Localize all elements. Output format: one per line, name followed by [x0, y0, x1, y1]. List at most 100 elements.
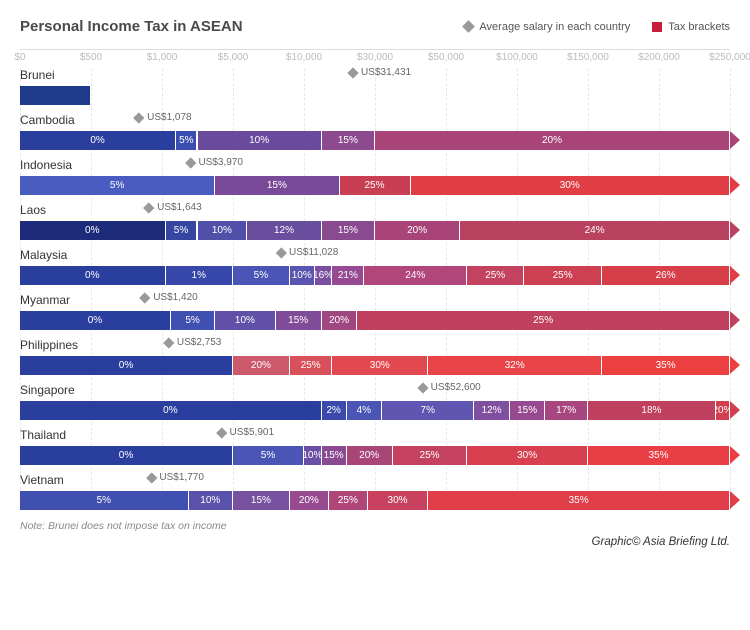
legend-avg-label: Average salary in each country: [479, 21, 630, 33]
axis-tick-label: $500: [80, 52, 102, 63]
arrow-icon: [730, 446, 740, 464]
axis-tick-label: $250,000: [709, 52, 750, 63]
country-row: PhilippinesUS$2,7530%20%25%30%32%35%: [20, 338, 730, 375]
axis-tick-label: $150,000: [567, 52, 609, 63]
axis-tick-label: $5,000: [218, 52, 249, 63]
bracket-segment: 25%: [329, 491, 368, 510]
arrow-icon: [730, 356, 740, 374]
bracket-segment: 32%: [428, 356, 602, 375]
bracket-segment: 35%: [602, 356, 730, 375]
bracket-segment: 25%: [467, 266, 524, 285]
bracket-segment: 4%: [347, 401, 383, 420]
axis-tick-label: $30,000: [357, 52, 393, 63]
bracket-segment: 12%: [474, 401, 510, 420]
bracket-segment: 1%: [166, 266, 233, 285]
bracket-segment: 30%: [411, 176, 731, 195]
bracket-segment: 0%: [20, 266, 166, 285]
bracket-segment: 20%: [375, 221, 460, 240]
bracket-segment: 35%: [588, 446, 730, 465]
bracket-bar: 0%5%10%15%20%25%30%35%: [20, 446, 730, 465]
bracket-bar: 0%5%10%15%20%25%: [20, 311, 730, 330]
diamond-icon: [163, 337, 174, 348]
bracket-segment: [20, 86, 91, 105]
bracket-segment: 2%: [322, 401, 347, 420]
bracket-segment: 24%: [364, 266, 467, 285]
salary-label: US$2,753: [177, 337, 221, 348]
salary-label: US$5,901: [230, 427, 274, 438]
chart-header: Personal Income Tax in ASEAN Average sal…: [20, 18, 730, 35]
diamond-icon: [463, 20, 476, 33]
country-row: CambodiaUS$1,0780%5%10%15%20%: [20, 113, 730, 150]
bracket-segment: 25%: [357, 311, 730, 330]
bracket-segment: 5%: [171, 311, 215, 330]
bracket-bar: 5%15%25%30%: [20, 176, 730, 195]
bracket-segment: 20%: [322, 311, 358, 330]
bracket-segment: 0%: [20, 221, 166, 240]
bracket-segment: 15%: [510, 401, 546, 420]
country-name: Brunei: [20, 68, 55, 82]
salary-marker: US$1,420: [141, 292, 197, 303]
bracket-segment: 25%: [393, 446, 468, 465]
bracket-segment: 30%: [332, 356, 428, 375]
bracket-bar: 0%20%25%30%32%35%: [20, 356, 730, 375]
tax-swatch: [652, 22, 662, 32]
salary-marker: US$1,643: [145, 202, 201, 213]
bracket-segment: 5%: [176, 131, 197, 150]
bracket-segment: 10%: [189, 491, 233, 510]
diamond-icon: [146, 472, 157, 483]
bracket-segment: 15%: [215, 176, 339, 195]
axis-tick-label: $50,000: [428, 52, 464, 63]
bracket-segment: 0%: [20, 401, 322, 420]
bracket-segment: 30%: [467, 446, 588, 465]
bracket-bar: 0%5%10%12%15%20%24%: [20, 221, 730, 240]
bracket-segment: 0%: [20, 356, 233, 375]
bracket-segment: 12%: [247, 221, 322, 240]
axis-tick-label: $100,000: [496, 52, 538, 63]
salary-marker: US$11,028: [277, 247, 338, 258]
bracket-segment: 16%: [315, 266, 333, 285]
bracket-segment: 21%: [332, 266, 364, 285]
country-name: Philippines: [20, 338, 78, 352]
plot-area: $0$500$1,000$5,000$10,000$30,000$50,000$…: [20, 49, 730, 510]
country-name: Myanmar: [20, 293, 70, 307]
axis-tick-label: $200,000: [638, 52, 680, 63]
bracket-segment: 10%: [198, 221, 248, 240]
country-name: Thailand: [20, 428, 66, 442]
salary-label: US$1,643: [157, 202, 201, 213]
bracket-segment: 7%: [382, 401, 474, 420]
legend-tax-label: Tax brackets: [668, 21, 730, 33]
bracket-segment: 20%: [233, 356, 290, 375]
bracket-segment: 18%: [588, 401, 716, 420]
salary-marker: US$31,431: [349, 67, 411, 78]
salary-label: US$11,028: [289, 247, 338, 258]
country-row: IndonesiaUS$3,9705%15%25%30%: [20, 158, 730, 195]
country-name: Singapore: [20, 383, 75, 397]
country-row: VietnamUS$1,7705%10%15%20%25%30%35%: [20, 473, 730, 510]
diamond-icon: [216, 427, 227, 438]
country-row: Thailand US$5,901 0%5%10%15%20%25%30%35%: [20, 428, 730, 465]
bracket-segment: 5%: [166, 221, 198, 240]
bracket-segment: 15%: [322, 446, 347, 465]
bracket-segment: 15%: [233, 491, 290, 510]
diamond-icon: [417, 382, 428, 393]
axis-tick-label: $0: [14, 52, 25, 63]
diamond-icon: [133, 112, 144, 123]
bracket-segment: 20%: [716, 401, 730, 420]
bracket-segment: 20%: [375, 131, 730, 150]
salary-marker: US$1,078: [135, 112, 191, 123]
arrow-icon: [730, 401, 740, 419]
bracket-segment: 35%: [428, 491, 730, 510]
arrow-icon: [730, 221, 740, 239]
axis-tick-label: $10,000: [286, 52, 322, 63]
bracket-segment: 25%: [340, 176, 411, 195]
bracket-segment: 15%: [322, 131, 375, 150]
bracket-segment: 5%: [20, 491, 189, 510]
bracket-segment: 0%: [20, 131, 176, 150]
arrow-icon: [730, 131, 740, 149]
bracket-segment: 10%: [198, 131, 322, 150]
salary-label: US$31,431: [361, 67, 411, 78]
country-name: Vietnam: [20, 473, 64, 487]
country-name: Laos: [20, 203, 46, 217]
bracket-segment: 20%: [290, 491, 329, 510]
arrow-icon: [730, 176, 740, 194]
